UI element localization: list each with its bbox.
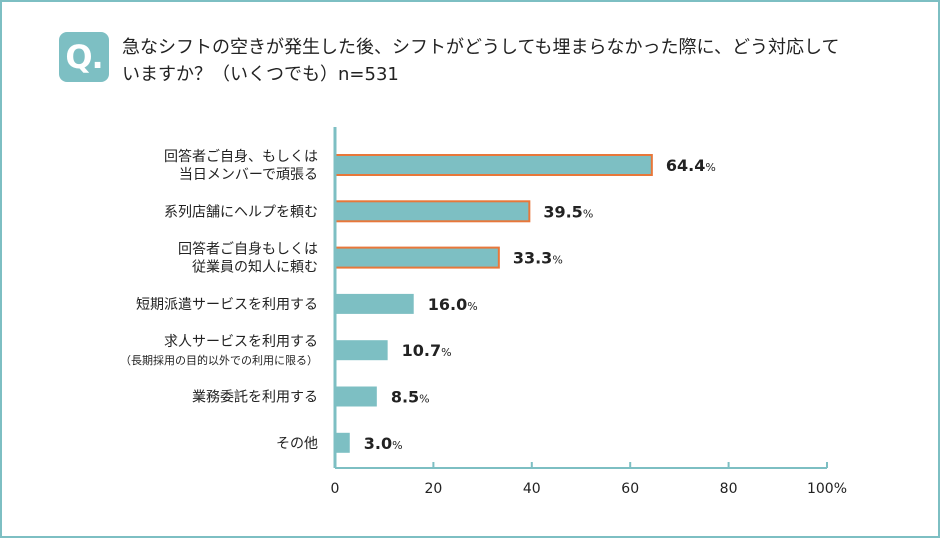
data-label-value: 8.5	[391, 388, 419, 407]
category-label: その他	[276, 436, 318, 452]
x-tick-label: 0	[331, 481, 340, 497]
bar	[334, 154, 653, 176]
data-label-value: 33.3	[513, 249, 552, 268]
data-label-value: 39.5	[543, 202, 582, 221]
category-label: 従業員の知人に頼む	[192, 259, 318, 276]
bar	[335, 340, 388, 361]
data-label-value: 16.0	[428, 295, 467, 314]
x-tick-label: 80	[720, 481, 738, 497]
x-tick-label: 60	[621, 481, 639, 497]
category-label: 回答者ご自身、もしくは	[164, 148, 318, 165]
data-label-unit: %	[705, 161, 715, 174]
bar	[335, 432, 350, 453]
data-label-value: 10.7	[402, 341, 441, 360]
data-label: 64.4%	[666, 156, 716, 175]
category-label: 業務委託を利用する	[192, 390, 318, 406]
bar	[334, 200, 531, 223]
data-label-value: 64.4	[666, 156, 705, 175]
x-tick-label: 40	[523, 481, 541, 497]
category-sublabel: （長期採用の目的以外での利用に限る）	[120, 353, 318, 367]
data-label: 39.5%	[543, 202, 593, 221]
bar	[334, 246, 500, 269]
category-label: 回答者ご自身もしくは	[178, 241, 318, 258]
data-label-unit: %	[419, 393, 429, 406]
question-badge: Q.	[59, 32, 109, 82]
data-label: 8.5%	[391, 388, 430, 407]
question-line-1: 急なシフトの空きが発生した後、シフトがどうしても埋まらなかった際に、どう対応して	[122, 37, 840, 58]
data-label: 10.7%	[402, 341, 452, 360]
data-label-unit: %	[552, 254, 562, 267]
data-label: 33.3%	[513, 249, 563, 268]
data-label-unit: %	[467, 300, 477, 313]
data-label-unit: %	[392, 439, 402, 452]
data-label-unit: %	[583, 207, 593, 220]
question-line-2: いますか？（いくつでも）n=531	[122, 64, 399, 85]
x-tick-label: 20	[424, 481, 442, 497]
category-label: 求人サービスを利用する	[164, 334, 318, 350]
data-label: 16.0%	[428, 295, 478, 314]
data-label: 3.0%	[364, 434, 403, 453]
category-label: 系列店舗にヘルプを頼む	[164, 204, 318, 220]
bar	[335, 293, 414, 314]
category-label: 当日メンバーで頑張る	[179, 167, 318, 183]
question-text: 急なシフトの空きが発生した後、シフトがどうしても埋まらなかった際に、どう対応して…	[122, 34, 862, 88]
bar	[335, 386, 377, 407]
category-label: 短期派遣サービスを利用する	[136, 297, 318, 313]
data-label-unit: %	[441, 346, 451, 359]
data-label-value: 3.0	[364, 434, 392, 453]
x-tick-label: 100%	[807, 481, 847, 497]
